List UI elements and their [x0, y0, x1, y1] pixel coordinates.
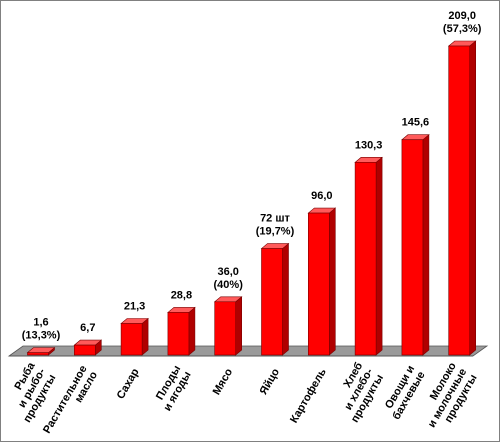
data-label: 36,0 (40%) [214, 266, 244, 291]
bar-side-face [188, 306, 196, 356]
bar [120, 317, 149, 356]
bar-front-face [261, 248, 283, 356]
bar-front-face [27, 352, 49, 356]
bar [447, 40, 477, 356]
bar-front-face [120, 323, 143, 356]
bar-side-face [375, 156, 383, 356]
bars-layer [26, 40, 477, 356]
bar-front-face [401, 139, 424, 356]
bar-side-face [282, 242, 289, 356]
category-label: Хлеби хлебо-продукты [328, 360, 386, 425]
data-label: 28,8 [171, 289, 192, 301]
bar [73, 339, 103, 356]
data-label: 130,3 [355, 139, 383, 151]
category-label: Картофель [288, 366, 329, 425]
data-label: 145,6 [402, 117, 430, 129]
data-label: 21,3 [124, 301, 145, 313]
category-label: Молокои молочныепродукты [415, 360, 479, 435]
bar-side-face [469, 40, 477, 356]
category-label: Яйцо [258, 366, 283, 397]
bar-side-face [141, 317, 149, 356]
bar [354, 156, 383, 356]
bar-front-face [214, 301, 236, 356]
bar-front-face [307, 212, 330, 356]
bar-front-face [354, 162, 377, 356]
data-label: 209,0 (57,3%) [443, 10, 482, 35]
bar [307, 207, 337, 356]
category-label: Овощи ибахчевые [380, 364, 428, 422]
bar-front-face [448, 45, 471, 356]
data-label: 96,0 [311, 190, 332, 202]
bar-side-face [235, 296, 242, 356]
data-label: 1,6 (13,3%) [22, 317, 61, 342]
bar-front-face [167, 312, 190, 356]
bar [213, 296, 243, 356]
category-label: Сахар [115, 366, 142, 401]
bar [260, 242, 290, 356]
bar [26, 346, 56, 356]
data-labels-layer: 1,6 (13,3%) 6,7 21,3 28,8 36,0 (40%) 72 шт (19,7… [22, 10, 482, 342]
bar [401, 134, 430, 356]
bar-front-face [74, 344, 96, 356]
data-label: 72 шт (19,7%) [256, 213, 295, 238]
bar [167, 306, 196, 356]
data-label: 6,7 [80, 322, 95, 334]
category-label: Мясо [211, 366, 236, 397]
category-label: Рыбаи рыбо-продукты [1, 360, 59, 425]
bar-side-face [422, 134, 430, 356]
category-label: Плодыи ягоды [151, 364, 194, 414]
bar-side-face [328, 207, 336, 356]
